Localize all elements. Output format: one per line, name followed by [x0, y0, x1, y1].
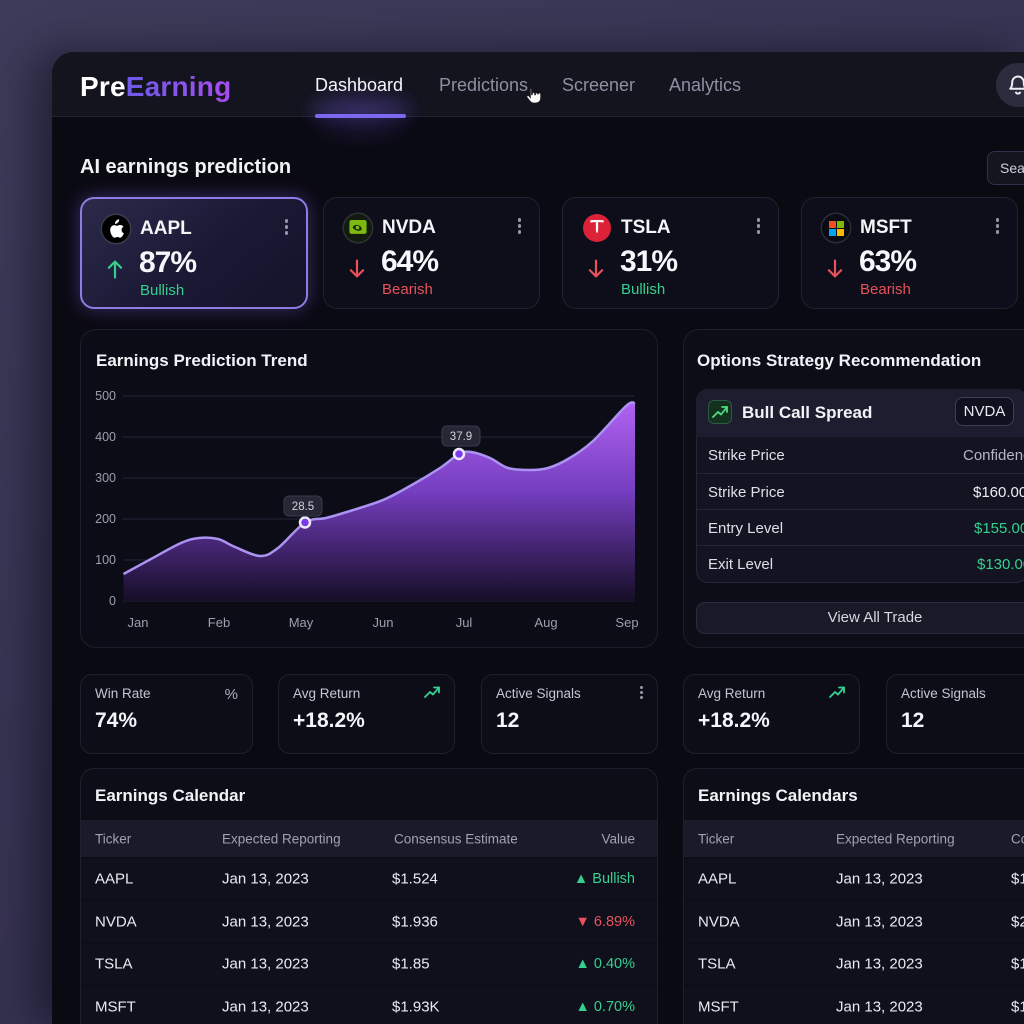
svg-text:500: 500 — [95, 389, 116, 403]
svg-text:Jan: Jan — [128, 615, 149, 630]
svg-text:200: 200 — [95, 512, 116, 526]
svg-text:28.5: 28.5 — [292, 501, 314, 513]
svg-text:May: May — [289, 615, 314, 630]
svg-text:Jun: Jun — [373, 615, 394, 630]
svg-text:37.9: 37.9 — [450, 431, 472, 443]
svg-text:Aug: Aug — [534, 615, 557, 630]
svg-text:400: 400 — [95, 430, 116, 444]
svg-text:Jul: Jul — [456, 615, 473, 630]
svg-text:Feb: Feb — [208, 615, 230, 630]
svg-text:Sep: Sep — [615, 615, 638, 630]
svg-text:100: 100 — [95, 553, 116, 567]
svg-text:300: 300 — [95, 471, 116, 485]
svg-text:0: 0 — [109, 594, 116, 608]
